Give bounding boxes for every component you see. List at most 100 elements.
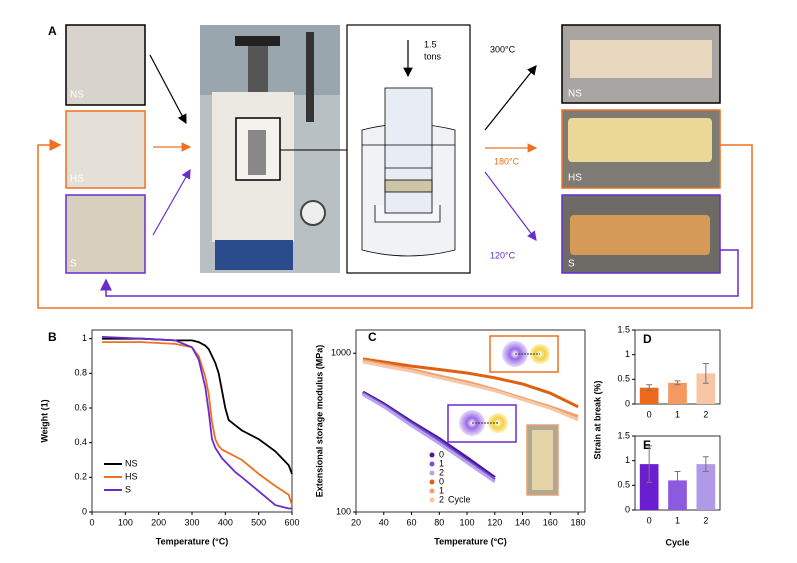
series-line: [362, 360, 579, 422]
chart: B 0 0.2 0.4 0.6 0.8 1 Weight (1) 0 100 200 300 400 50…: [39, 329, 300, 546]
plot-frame: [355, 329, 586, 513]
x-tick-label: 120: [487, 517, 502, 527]
photo-label: HS: [70, 174, 84, 185]
photo-hs: [65, 110, 146, 189]
panel-c-insets: [447, 335, 559, 496]
x-axis-label: Cycle: [665, 537, 689, 547]
x-tick-label: 1: [675, 409, 680, 419]
error-bar: [674, 380, 681, 386]
photo-label: S: [70, 259, 77, 270]
series-line: [362, 357, 579, 409]
panel-a: A NS HS S: [37, 24, 753, 309]
y-tick-label: 100: [336, 506, 351, 516]
sample-label: NS: [568, 89, 582, 100]
y-axis-label: Strain at break (%): [592, 380, 602, 459]
series-line: [101, 336, 292, 510]
y-axis-label: Extensional storage modulus (MPa): [314, 345, 324, 498]
panel-label: E: [643, 438, 651, 452]
error-bar: [702, 363, 709, 384]
press-photo: [200, 25, 340, 273]
x-axis-label: Temperature (°C): [156, 536, 228, 546]
y-tick-label: 0.8: [74, 368, 87, 378]
x-tick-label: 0: [647, 515, 652, 525]
x-tick-label: 1: [675, 515, 680, 525]
chart: D 0 0.5 1 1.5 0 1 2: [617, 324, 721, 419]
legend-marker: [429, 488, 435, 494]
y-tick-label: 0: [625, 398, 630, 408]
x-tick-label: 100: [118, 517, 133, 527]
arrow: [149, 54, 187, 125]
x-tick-label: 140: [515, 517, 530, 527]
photo-ns: [65, 24, 146, 106]
arrow: [152, 168, 191, 236]
y-tick-label: 1: [625, 349, 630, 359]
x-tick-label: 80: [434, 517, 444, 527]
series-line: [362, 393, 496, 484]
legend-label: 0: [439, 476, 444, 486]
panel-label: B: [48, 330, 57, 344]
x-tick-label: 400: [218, 517, 233, 527]
x-tick-label: 2: [703, 409, 708, 419]
error-bar: [646, 384, 653, 392]
y-tick-label: 1: [625, 455, 630, 465]
arrow: [484, 65, 537, 131]
y-tick-label: 1000: [331, 348, 351, 358]
chart: E 0 0.5 1 1.5 0 1 2 Cycle: [617, 430, 721, 547]
x-tick-label: 0: [89, 517, 94, 527]
x-tick-label: 40: [379, 517, 389, 527]
x-tick-label: 100: [460, 517, 475, 527]
x-tick-label: 180: [571, 517, 586, 527]
y-tick-label: 0.4: [74, 437, 87, 447]
temperature-label: 120°C: [490, 250, 516, 260]
x-tick-label: 20: [351, 517, 361, 527]
legend-label: NS: [125, 458, 138, 468]
bar: [668, 382, 687, 404]
legend-marker: [429, 479, 435, 485]
x-tick-label: 60: [407, 517, 417, 527]
sample-label: S: [568, 259, 575, 270]
legend-label: S: [125, 484, 131, 494]
bar: [639, 464, 659, 510]
y-tick-label: 0.5: [617, 480, 630, 490]
y-tick-label: 1: [82, 333, 87, 343]
y-tick-label: 0.5: [617, 374, 630, 384]
x-tick-label: 200: [151, 517, 166, 527]
series-line: [102, 337, 293, 475]
legend-marker: [429, 452, 435, 458]
bar: [668, 480, 687, 510]
panel-label: A: [48, 24, 57, 38]
photo-s: [65, 194, 146, 274]
temperature-label: 180°C: [494, 156, 520, 166]
arrow: [484, 171, 537, 241]
error-bar: [674, 471, 681, 490]
bar: [696, 373, 716, 404]
y-tick-label: 1.5: [617, 430, 630, 440]
legend-marker: [429, 470, 435, 476]
error-bar: [702, 456, 709, 473]
y-tick-label: 0: [82, 506, 87, 516]
panel-label: C: [368, 330, 377, 344]
y-tick-label: 0.6: [74, 402, 87, 412]
legend-marker: [429, 497, 435, 503]
x-tick-label: 2: [703, 515, 708, 525]
legend-title: Cycle: [448, 494, 471, 504]
x-tick-label: 0: [647, 409, 652, 419]
x-tick-label: 500: [251, 517, 266, 527]
legend-label: 0: [439, 449, 444, 459]
legend-label: 1: [439, 485, 444, 495]
legend-label: HS: [125, 471, 138, 481]
legend-label: 2: [439, 494, 444, 504]
bar: [696, 464, 716, 510]
legend-label: 2: [439, 467, 444, 477]
x-tick-label: 300: [184, 517, 199, 527]
x-tick-label: 600: [284, 517, 299, 527]
legend-label: 1: [439, 458, 444, 468]
panel-label: D: [643, 332, 652, 346]
x-axis-label: Temperature (°C): [434, 536, 506, 546]
bar: [639, 387, 659, 404]
force-label: tons: [424, 51, 442, 61]
error-bar: [646, 445, 653, 483]
plot-frame: [91, 329, 293, 513]
